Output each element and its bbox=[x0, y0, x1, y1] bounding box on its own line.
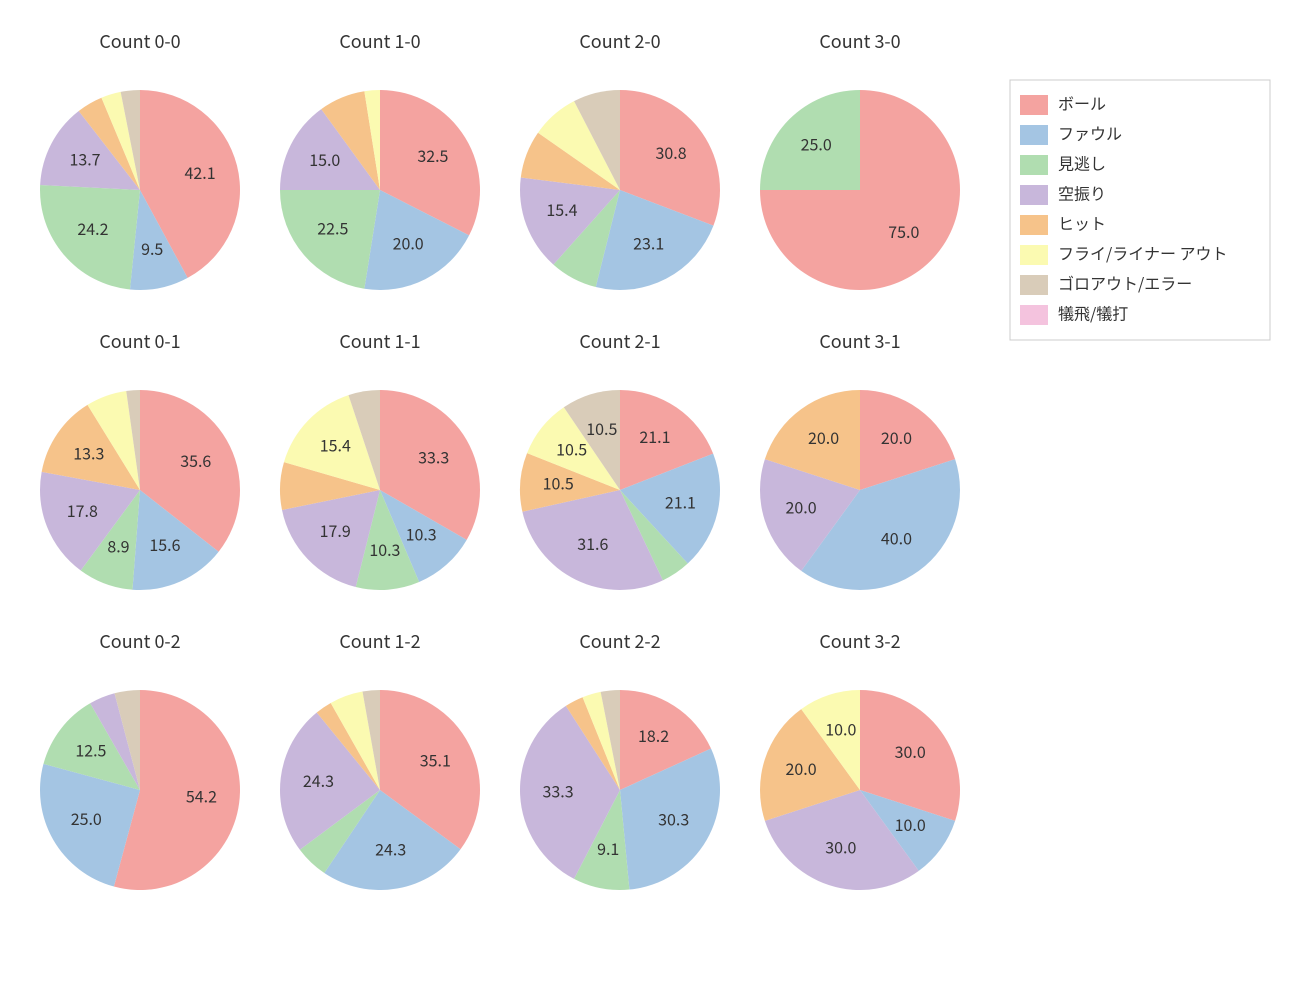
slice-value-label: 32.5 bbox=[417, 143, 448, 167]
legend-swatch bbox=[1020, 95, 1048, 115]
legend-swatch bbox=[1020, 245, 1048, 265]
legend-swatch bbox=[1020, 275, 1048, 295]
slice-value-label: 17.8 bbox=[67, 498, 98, 522]
slice-value-label: 35.6 bbox=[180, 448, 211, 472]
slice-value-label: 8.9 bbox=[107, 533, 129, 557]
slice-value-label: 15.0 bbox=[309, 147, 340, 171]
legend-label: フライ/ライナー アウト bbox=[1058, 240, 1228, 264]
slice-value-label: 12.5 bbox=[75, 737, 106, 761]
slice-value-label: 22.5 bbox=[317, 216, 348, 240]
legend-label: ゴロアウト/エラー bbox=[1058, 270, 1192, 294]
slice-value-label: 30.0 bbox=[825, 834, 856, 858]
slice-value-label: 20.0 bbox=[393, 231, 424, 255]
slice-value-label: 23.1 bbox=[633, 230, 664, 254]
slice-value-label: 24.3 bbox=[303, 768, 334, 792]
slice-value-label: 10.0 bbox=[895, 812, 926, 836]
slice-value-label: 25.0 bbox=[71, 806, 102, 830]
slice-value-label: 13.3 bbox=[73, 440, 104, 464]
legend-label: ボール bbox=[1058, 90, 1106, 114]
legend: ボールファウル見逃し空振りヒットフライ/ライナー アウトゴロアウト/エラー犠飛/… bbox=[1010, 80, 1270, 340]
slice-value-label: 30.3 bbox=[658, 806, 689, 830]
slice-value-label: 75.0 bbox=[888, 219, 919, 243]
slice-value-label: 31.6 bbox=[577, 531, 608, 555]
chart-title: Count 1-2 bbox=[339, 628, 420, 654]
legend-frame bbox=[1010, 80, 1270, 340]
legend-swatch bbox=[1020, 215, 1048, 235]
legend-label: 犠飛/犠打 bbox=[1058, 300, 1128, 324]
slice-value-label: 54.2 bbox=[186, 784, 217, 808]
slice-value-label: 20.0 bbox=[881, 425, 912, 449]
chart-grid: Count 0-0 42.1 9.5 24.2 13.7 Count 1-0 32.5 20.… bbox=[0, 0, 1300, 1000]
slice-value-label: 9.1 bbox=[597, 836, 619, 860]
slice-value-label: 10.5 bbox=[586, 416, 617, 440]
legend-swatch bbox=[1020, 125, 1048, 145]
slice-value-label: 10.3 bbox=[369, 537, 400, 561]
slice-value-label: 24.3 bbox=[375, 836, 406, 860]
slice-value-label: 13.7 bbox=[69, 147, 100, 171]
slice-value-label: 15.6 bbox=[149, 532, 180, 556]
slice-value-label: 20.0 bbox=[785, 756, 816, 780]
slice-value-label: 33.3 bbox=[543, 778, 574, 802]
legend-swatch bbox=[1020, 155, 1048, 175]
slice-value-label: 35.1 bbox=[420, 747, 451, 771]
svg-canvas: Count 0-0 42.1 9.5 24.2 13.7 Count 1-0 32.5 20.… bbox=[0, 0, 1300, 1000]
slice-value-label: 25.0 bbox=[801, 132, 832, 156]
legend-label: ヒット bbox=[1058, 210, 1106, 234]
slice-value-label: 30.8 bbox=[656, 140, 687, 164]
legend-label: ファウル bbox=[1058, 120, 1122, 144]
slice-value-label: 10.0 bbox=[825, 716, 856, 740]
slice-value-label: 18.2 bbox=[638, 723, 669, 747]
chart-title: Count 1-1 bbox=[339, 328, 420, 354]
slice-value-label: 30.0 bbox=[895, 739, 926, 763]
slice-value-label: 15.4 bbox=[546, 197, 577, 221]
chart-title: Count 2-1 bbox=[579, 328, 660, 354]
slice-value-label: 33.3 bbox=[418, 444, 449, 468]
legend-swatch bbox=[1020, 305, 1048, 325]
chart-title: Count 2-0 bbox=[579, 28, 660, 54]
slice-value-label: 10.5 bbox=[556, 437, 587, 461]
slice-value-label: 24.2 bbox=[77, 216, 108, 240]
slice-value-label: 21.1 bbox=[665, 489, 696, 513]
slice-value-label: 15.4 bbox=[320, 432, 351, 456]
slice-value-label: 42.1 bbox=[185, 160, 216, 184]
chart-title: Count 2-2 bbox=[579, 628, 660, 654]
slice-value-label: 10.3 bbox=[406, 522, 437, 546]
slice-value-label: 20.0 bbox=[808, 425, 839, 449]
chart-title: Count 3-0 bbox=[819, 28, 900, 54]
legend-label: 見逃し bbox=[1058, 150, 1106, 174]
legend-label: 空振り bbox=[1058, 180, 1106, 204]
chart-title: Count 0-1 bbox=[99, 328, 180, 354]
slice-value-label: 21.1 bbox=[639, 424, 670, 448]
chart-title: Count 0-2 bbox=[99, 628, 180, 654]
chart-title: Count 1-0 bbox=[339, 28, 420, 54]
slice-value-label: 20.0 bbox=[785, 495, 816, 519]
chart-title: Count 0-0 bbox=[99, 28, 180, 54]
slice-value-label: 17.9 bbox=[320, 518, 351, 542]
chart-title: Count 3-2 bbox=[819, 628, 900, 654]
slice-value-label: 40.0 bbox=[881, 526, 912, 550]
legend-swatch bbox=[1020, 185, 1048, 205]
slice-value-label: 9.5 bbox=[141, 236, 163, 260]
chart-title: Count 3-1 bbox=[819, 328, 900, 354]
slice-value-label: 10.5 bbox=[543, 470, 574, 494]
